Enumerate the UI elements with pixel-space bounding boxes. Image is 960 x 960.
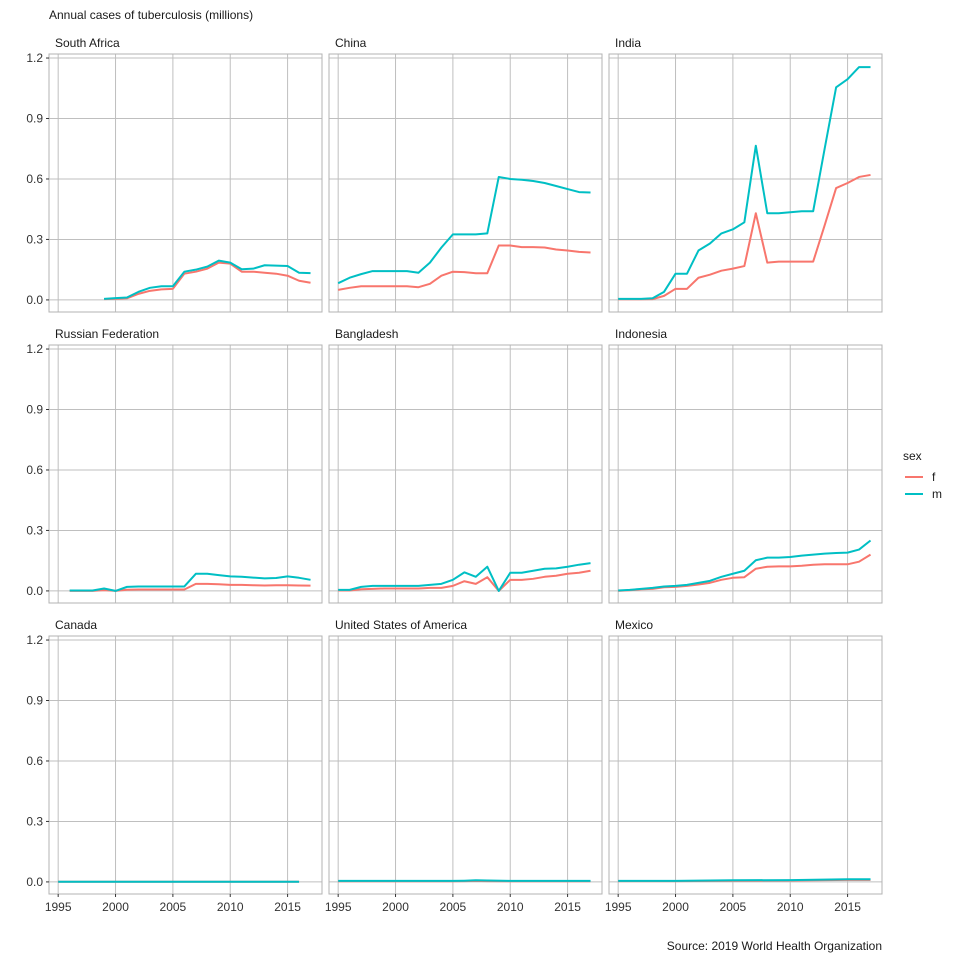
chart-caption: Source: 2019 World Health Organization: [667, 939, 882, 953]
x-tick-label: 2000: [102, 900, 129, 914]
legend-label: f: [932, 470, 936, 484]
y-tick-label: 0.0: [26, 875, 43, 889]
x-tick-label: 2010: [217, 900, 244, 914]
x-tick-label: 2005: [440, 900, 467, 914]
x-tick-label: 2005: [160, 900, 187, 914]
panel-border: [328, 53, 603, 313]
x-tick-label: 2015: [834, 900, 861, 914]
chart-title: Annual cases of tuberculosis (millions): [49, 8, 253, 22]
legend-entries: fm: [905, 470, 942, 501]
y-tick-label: 0.0: [26, 584, 43, 598]
facet-panels: South Africa 0.0 0.3 0.6 0.9 1.2 China India Rus…: [26, 36, 883, 914]
y-tick-label: 0.9: [26, 694, 43, 708]
y-tick-label: 0.9: [26, 403, 43, 417]
panel-border: [328, 344, 603, 604]
panel-bangladesh: Bangladesh: [328, 327, 603, 604]
panel-border: [608, 53, 883, 313]
series-line-m-south-africa: [103, 259, 311, 300]
legend-label: m: [932, 487, 942, 501]
y-tick-label: 0.3: [26, 814, 43, 828]
panel-border: [48, 53, 323, 313]
panel-title: South Africa: [55, 36, 120, 50]
y-tick-label: 0.3: [26, 232, 43, 246]
series-line-m-bangladesh: [338, 562, 591, 592]
series-line-m-indonesia: [618, 539, 872, 592]
legend-entry-f: f: [905, 470, 936, 484]
panel-border: [608, 344, 883, 604]
y-tick-label: 0.9: [26, 112, 43, 126]
x-tick-label: 2010: [497, 900, 524, 914]
y-tick-label: 0.6: [26, 463, 43, 477]
x-tick-label: 2010: [777, 900, 804, 914]
y-tick-label: 1.2: [26, 633, 43, 647]
panel-canada: Canada 0.0 0.3 0.6 0.9 1.2 1995 2000 2005 2010 201…: [26, 618, 323, 914]
x-tick-label: 2015: [554, 900, 581, 914]
y-tick-label: 0.0: [26, 293, 43, 307]
panel-title: Bangladesh: [335, 327, 398, 341]
y-tick-label: 0.6: [26, 754, 43, 768]
series-line-f-india: [618, 173, 871, 301]
y-tick-label: 0.6: [26, 172, 43, 186]
x-tick-label: 2015: [274, 900, 301, 914]
series-line-m-india: [618, 66, 871, 300]
series-line-m-russian-federation: [69, 572, 311, 592]
panel-border: [48, 344, 323, 604]
panel-border: [328, 635, 603, 895]
legend-title: sex: [903, 449, 922, 463]
y-tick-label: 1.2: [26, 51, 43, 65]
series-line-f-south-africa: [104, 261, 311, 301]
x-tick-label: 2005: [720, 900, 747, 914]
series-line-f-china: [338, 244, 591, 291]
series-line-m-china: [337, 175, 591, 285]
panel-mexico: Mexico 1995 2000 2005 2010 2015: [605, 618, 883, 914]
panel-title: India: [615, 36, 641, 50]
panel-south-africa: South Africa 0.0 0.3 0.6 0.9 1.2: [26, 36, 323, 313]
panel-china: China: [328, 36, 603, 313]
panel-title: Indonesia: [615, 327, 667, 341]
panel-border: [608, 635, 883, 895]
y-tick-label: 1.2: [26, 342, 43, 356]
panel-united-states-of-america: United States of America 1995 2000 2005 2010…: [325, 618, 603, 914]
panel-title: Canada: [55, 618, 97, 632]
panel-title: Russian Federation: [55, 327, 159, 341]
x-tick-label: 1995: [45, 900, 72, 914]
x-tick-label: 2000: [662, 900, 689, 914]
x-tick-label: 1995: [325, 900, 352, 914]
panel-title: Mexico: [615, 618, 653, 632]
y-tick-label: 0.3: [26, 523, 43, 537]
panel-title: China: [335, 36, 367, 50]
panel-india: India: [608, 36, 883, 313]
panel-title: United States of America: [335, 618, 467, 632]
x-tick-label: 1995: [605, 900, 632, 914]
panel-border: [48, 635, 323, 895]
panel-russian-federation: Russian Federation 0.0 0.3 0.6 0.9 1.2: [26, 327, 323, 604]
panel-indonesia: Indonesia: [608, 327, 883, 604]
x-tick-label: 2000: [382, 900, 409, 914]
series-line-f-bangladesh: [338, 569, 591, 592]
legend-entry-m: m: [905, 487, 942, 501]
series-line-m-united-states-of-america: [338, 879, 591, 882]
legend: sex fm: [903, 449, 942, 501]
series-line-m-mexico: [618, 878, 871, 882]
